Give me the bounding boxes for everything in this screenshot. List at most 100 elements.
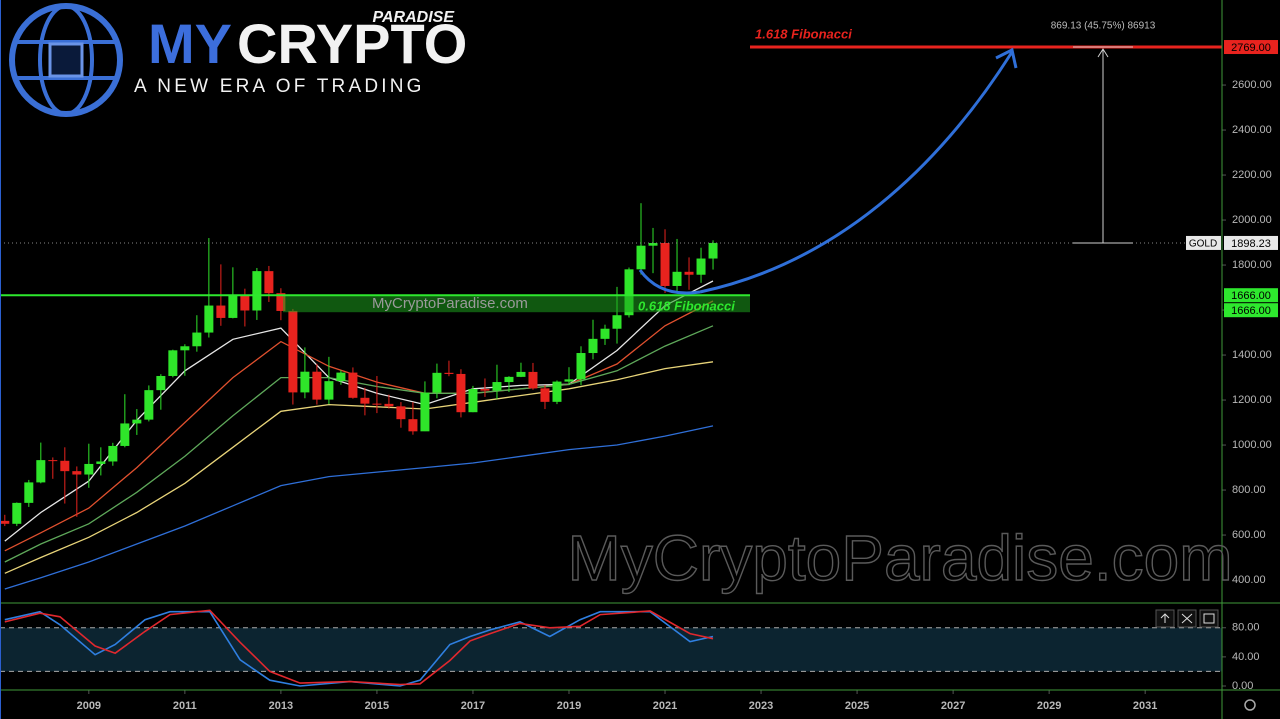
last-price-label: 1898.23 [1231, 238, 1271, 250]
price-label: 1666.00 [1231, 305, 1271, 317]
candle-body [660, 243, 670, 286]
x-tick-label: 2013 [269, 700, 293, 712]
oscillator-band [0, 627, 1222, 672]
candle-body [384, 403, 394, 407]
candle-body [204, 305, 214, 333]
icon [1160, 613, 1170, 623]
logo-brand: CRYPTO [237, 12, 467, 75]
candle-body [612, 315, 622, 329]
candle-body [108, 445, 118, 462]
candle-body [276, 293, 286, 311]
x-tick-label: 2023 [749, 700, 773, 712]
x-tick-label: 2031 [1133, 700, 1157, 712]
price-label: 2769.00 [1231, 42, 1271, 54]
candle-body [288, 310, 298, 393]
candle-body [552, 381, 562, 402]
maximize-button[interactable] [1199, 609, 1219, 628]
candle-body [144, 390, 154, 420]
candle-body [456, 373, 466, 413]
candle-body [504, 376, 514, 383]
y-tick-label: 1800.00 [1232, 259, 1272, 271]
candle-body [216, 305, 226, 318]
candle-body [24, 482, 34, 503]
candle-body [168, 350, 178, 376]
candle-body [240, 294, 250, 311]
x-tick-label: 2027 [941, 700, 965, 712]
settings-button[interactable] [1244, 699, 1256, 711]
candle-body [360, 397, 370, 404]
candle-body [528, 371, 538, 389]
y-tick-label: 2600.00 [1232, 79, 1272, 91]
y-tick-label: 1200.00 [1232, 394, 1272, 406]
candle-body [600, 328, 610, 339]
candle-body [540, 388, 550, 402]
logo-tag: PARADISE [373, 9, 456, 26]
y-tick-label: 800.00 [1232, 484, 1266, 496]
logo-globe [38, 4, 94, 116]
candle-body [300, 371, 310, 393]
support-arc [638, 269, 701, 295]
x-tick-label: 2009 [77, 700, 101, 712]
measure-label: 869.13 (45.75%) 86913 [1051, 21, 1156, 32]
last-price-box [1224, 235, 1278, 250]
candle-body [648, 243, 658, 246]
candle-body [636, 245, 646, 270]
candle-body [48, 460, 58, 462]
candle-body [696, 258, 706, 275]
candle-body [252, 271, 262, 311]
projection-arrow [699, 51, 1014, 294]
fib-label: 1.618 Fibonacci [755, 26, 852, 41]
candle-body [408, 419, 418, 432]
candle-body [84, 463, 94, 475]
price-label: 1666.00 [1231, 290, 1271, 302]
moving-average [4, 361, 714, 574]
y-tick-label: 80.00 [1232, 622, 1260, 634]
fib-zone [283, 295, 750, 313]
candle-body [156, 375, 166, 391]
price-box [1224, 303, 1278, 318]
candle-body [348, 372, 358, 398]
y-tick-label: 400.00 [1232, 574, 1266, 586]
oscillator-line [4, 609, 714, 686]
candle-body [492, 382, 502, 391]
candle-body [588, 338, 598, 354]
candle-body [564, 379, 574, 382]
pane-controls[interactable] [1155, 609, 1219, 628]
candle-body [12, 502, 22, 524]
x-tick-label: 2017 [461, 700, 485, 712]
candle-body [36, 460, 46, 483]
candle-body [324, 381, 334, 400]
candle-body [72, 471, 82, 475]
candle-body [432, 372, 442, 393]
y-tick-label: 1000.00 [1232, 439, 1272, 451]
candle-body [576, 353, 586, 380]
y-tick-label: 600.00 [1232, 529, 1266, 541]
y-tick-label: 2400.00 [1232, 124, 1272, 136]
x-tick-label: 2021 [653, 700, 677, 712]
candle-body [516, 371, 526, 377]
moving-average [4, 425, 714, 590]
logo-slogan: A NEW ERA OF TRADING [134, 76, 425, 97]
x-tick-label: 2029 [1037, 700, 1061, 712]
y-tick-label: 40.00 [1232, 651, 1260, 663]
candle-body [0, 520, 10, 524]
candle-body [192, 332, 202, 347]
y-tick-label: 1400.00 [1232, 349, 1272, 361]
x-tick-label: 2011 [173, 700, 197, 712]
candle-body [396, 406, 406, 420]
icon [1181, 613, 1193, 624]
watermark-small: MyCryptoParadise.com [372, 295, 528, 312]
symbol-box [1186, 235, 1221, 250]
watermark: MyCryptoParadise.com [567, 522, 1232, 594]
candle-body [120, 423, 130, 446]
candle-body [624, 269, 634, 316]
candle-body [264, 271, 274, 294]
candle-body [480, 389, 490, 391]
measure-head [1097, 48, 1109, 58]
candle-body [708, 242, 718, 259]
y-tick-label: 2000.00 [1232, 214, 1272, 226]
candle-body [312, 371, 322, 400]
candle-body [228, 294, 238, 318]
x-tick-label: 2015 [365, 700, 389, 712]
